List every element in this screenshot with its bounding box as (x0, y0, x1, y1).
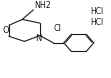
Text: HCl: HCl (90, 18, 104, 27)
Text: Cl: Cl (54, 24, 62, 33)
Text: HCl: HCl (90, 7, 104, 16)
Text: N: N (35, 34, 42, 43)
Text: O: O (3, 26, 9, 35)
Text: NH2: NH2 (34, 1, 51, 10)
